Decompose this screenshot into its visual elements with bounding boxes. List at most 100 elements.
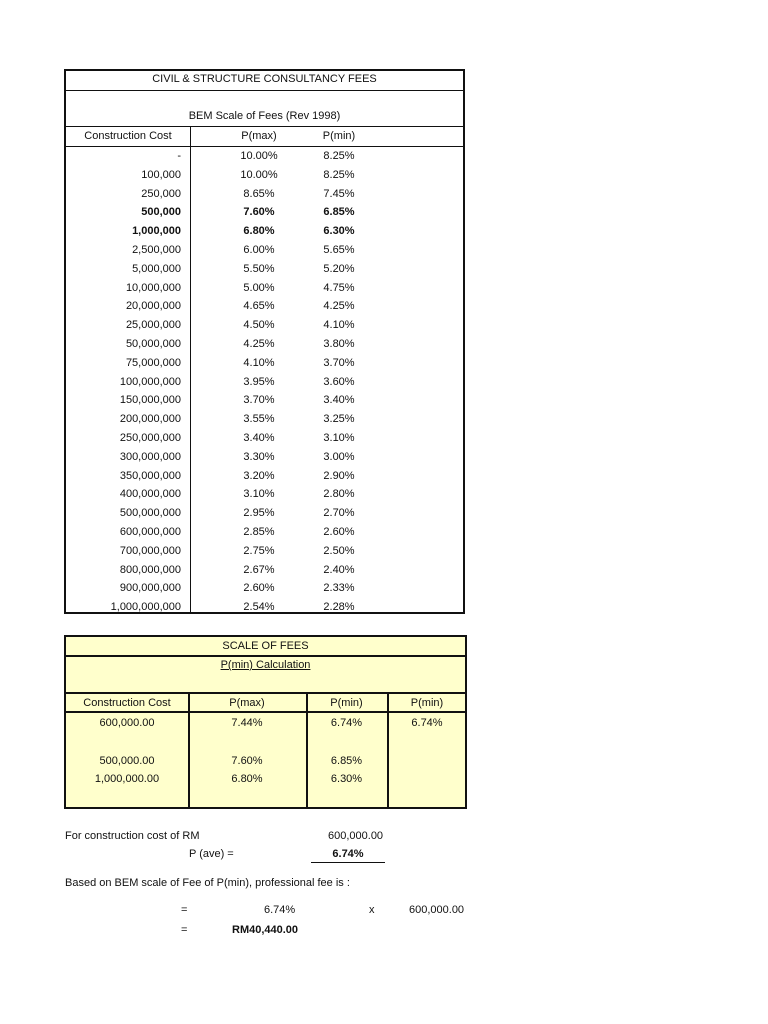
- h-pmin-result: P(min): [410, 697, 444, 709]
- lower-pmin: 6.85%: [330, 755, 363, 767]
- times-sign: x: [369, 904, 375, 916]
- scale-title: SCALE OF FEES: [222, 640, 309, 652]
- upper-pmax: 6.80%: [231, 773, 263, 785]
- table-row: 75,000,000 4.10% 3.70%: [66, 354, 463, 373]
- pmax-cell: 2.54%: [243, 601, 275, 614]
- lower-cost: 500,000.00: [99, 755, 155, 767]
- cost-value: 600,000.00: [328, 830, 384, 842]
- pmax-cell: 3.70%: [243, 394, 275, 407]
- cost-cell: 75,000,000: [125, 356, 181, 369]
- table-row: 100,000 10.00% 8.25%: [66, 166, 463, 185]
- table-title: CIVIL & STRUCTURE CONSULTANCY FEES: [152, 73, 377, 85]
- table-row: 10,000,000 5.00% 4.75%: [66, 279, 463, 298]
- pave-value: 6.74%: [311, 848, 385, 863]
- pmax-cell: 7.60%: [243, 206, 275, 219]
- cost-cell: 1,000,000: [132, 225, 181, 238]
- equals-1: =: [181, 904, 188, 916]
- table-row: 25,000,000 4.50% 4.10%: [66, 316, 463, 335]
- cost-cell: 600,000,000: [119, 526, 181, 538]
- lower-pmax: 7.60%: [231, 755, 263, 767]
- header-row: Construction Cost P(max) P(min): [66, 127, 463, 146]
- pmax-cell: 10.00%: [240, 168, 278, 181]
- cost-cell: 200,000,000: [119, 413, 181, 426]
- equals-2: =: [181, 924, 188, 936]
- cost-cell: 350,000,000: [119, 469, 181, 482]
- cost-cell: 250,000,000: [119, 432, 181, 444]
- pmin-cell: 4.75%: [323, 281, 355, 294]
- pmax-cell: 3.10%: [243, 488, 275, 501]
- cost-cell: 5,000,000: [132, 262, 181, 275]
- pmin-cell: 3.25%: [323, 413, 355, 426]
- pmin-cell: 6.30%: [323, 225, 355, 238]
- pmin-cell: 2.40%: [323, 563, 355, 576]
- pmin-cell: 2.70%: [323, 507, 355, 520]
- table-row: 250,000 8.65% 7.45%: [66, 185, 463, 204]
- pmax-cell: 3.30%: [243, 450, 275, 463]
- table-row: - 10.00% 8.25%: [66, 147, 463, 166]
- pmin-cell: 4.25%: [323, 300, 355, 313]
- pmin-cell: 3.70%: [323, 356, 355, 369]
- cost-cell: 10,000,000: [125, 281, 181, 294]
- cost-cell: 250,000: [141, 187, 181, 200]
- cost-cell: 20,000,000: [125, 300, 181, 313]
- pmax-cell: 6.00%: [243, 244, 275, 256]
- table-row: 400,000,000 3.10% 2.80%: [66, 485, 463, 504]
- result-pmin: 6.74%: [411, 717, 443, 729]
- cost-cell: -: [177, 150, 181, 162]
- pmax-cell: 10.00%: [240, 150, 278, 162]
- pmin-cell: 6.85%: [323, 206, 355, 219]
- cost-cell: 300,000,000: [119, 450, 181, 463]
- cost-cell: 150,000,000: [119, 394, 181, 407]
- pmax-cell: 3.95%: [243, 375, 275, 388]
- pmax-cell: 4.50%: [243, 319, 275, 332]
- target-pmax: 7.44%: [231, 717, 263, 729]
- table-subtitle: BEM Scale of Fees (Rev 1998): [188, 110, 341, 122]
- pmin-cell: 4.10%: [323, 319, 355, 332]
- pmax-cell: 3.55%: [243, 413, 275, 426]
- table-row: 350,000,000 3.20% 2.90%: [66, 467, 463, 486]
- table-row: 200,000,000 3.55% 3.25%: [66, 410, 463, 429]
- upper-pmin: 6.30%: [330, 773, 363, 785]
- target-cost: 600,000.00: [99, 717, 155, 729]
- pmax-cell: 5.00%: [243, 281, 275, 294]
- based-text: Based on BEM scale of Fee of P(min), pro…: [65, 877, 350, 889]
- fee-result: RM40,440.00: [232, 924, 299, 936]
- table-row: 2,500,000 6.00% 5.65%: [66, 241, 463, 260]
- pmin-cell: 8.25%: [323, 150, 355, 162]
- pmin-cell: 5.65%: [323, 244, 355, 256]
- table-row: 500,000 7.60% 6.85%: [66, 203, 463, 222]
- pmin-cell: 7.45%: [323, 187, 355, 200]
- table-row: 20,000,000 4.65% 4.25%: [66, 297, 463, 316]
- cost-cell: 100,000: [141, 168, 181, 181]
- pmin-cell: 5.20%: [323, 262, 355, 275]
- pmax-cell: 2.95%: [243, 507, 275, 520]
- cost-cell: 500,000,000: [119, 507, 181, 520]
- pmin-cell: 2.33%: [323, 582, 355, 595]
- table-row: 100,000,000 3.95% 3.60%: [66, 373, 463, 392]
- header-cost: Construction Cost: [84, 130, 172, 142]
- pmax-cell: 2.60%: [243, 582, 275, 595]
- table-row: 1,000,000 6.80% 6.30%: [66, 222, 463, 241]
- table-row: 900,000,000 2.60% 2.33%: [66, 579, 463, 598]
- h-pmax: P(max): [229, 697, 265, 709]
- target-pmin: 6.74%: [330, 717, 363, 729]
- pmax-cell: 6.80%: [243, 225, 275, 238]
- pmax-cell: 3.40%: [243, 432, 275, 444]
- pmax-cell: 4.65%: [243, 300, 275, 313]
- table-row: 1,000,000,000 2.54% 2.28%: [66, 598, 463, 617]
- pmax-cell: 2.67%: [243, 563, 275, 576]
- scale-subtitle: P(min) Calculation: [220, 659, 311, 671]
- table-row: 700,000,000 2.75% 2.50%: [66, 542, 463, 561]
- pmin-cell: 3.60%: [323, 375, 355, 388]
- pmax-cell: 2.85%: [243, 526, 275, 538]
- pmin-cell: 2.28%: [323, 601, 355, 614]
- cost-cell: 400,000,000: [119, 488, 181, 501]
- pmin-cell: 3.00%: [323, 450, 355, 463]
- scale-of-fees-table: SCALE OF FEES P(min) Calculation Constru…: [64, 635, 467, 809]
- pmin-cell: 3.40%: [323, 394, 355, 407]
- pct-value: 6.74%: [264, 904, 296, 916]
- table-row: 500,000,000 2.95% 2.70%: [66, 504, 463, 523]
- table-row: 150,000,000 3.70% 3.40%: [66, 391, 463, 410]
- pmin-cell: 2.80%: [323, 488, 355, 501]
- table-row: 800,000,000 2.67% 2.40%: [66, 561, 463, 580]
